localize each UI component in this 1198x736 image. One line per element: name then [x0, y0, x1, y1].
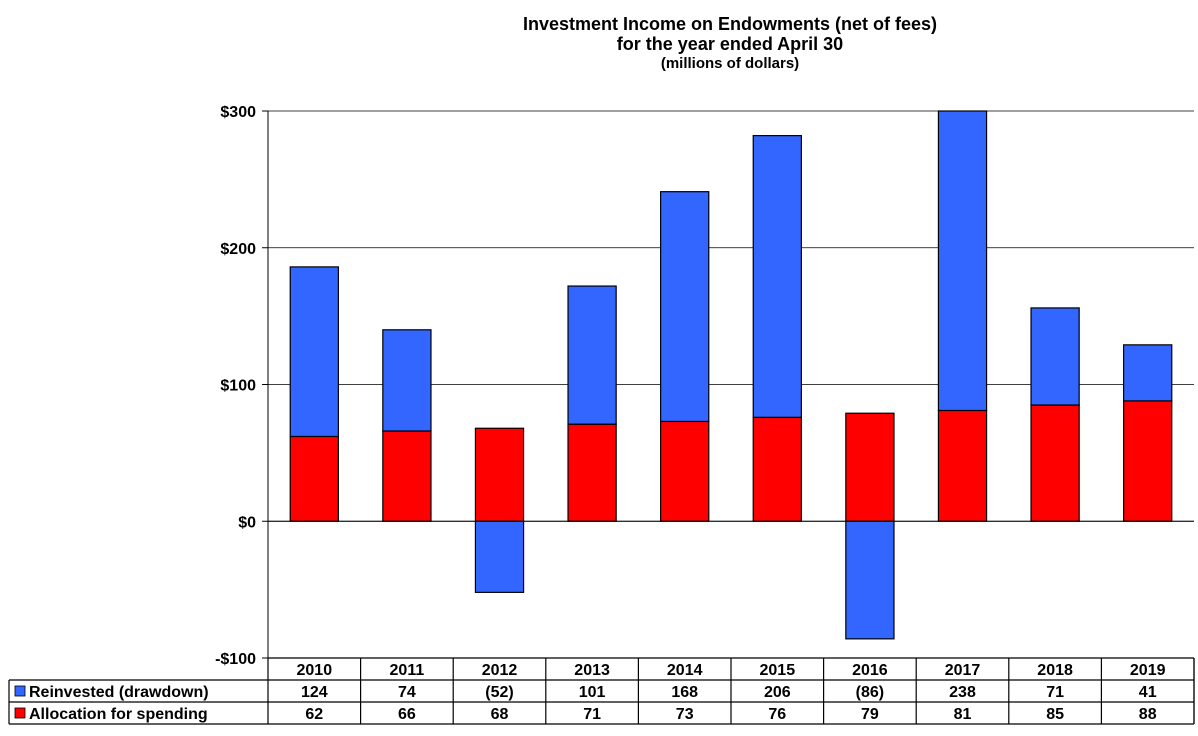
x-category-label: 2014	[667, 662, 703, 679]
data-table-value: 66	[398, 706, 416, 723]
data-table-value: 238	[949, 684, 976, 701]
chart-units-note: (millions of dollars)	[660, 55, 800, 72]
data-table-value: 124	[301, 684, 328, 701]
y-tick-label: $200	[220, 241, 256, 258]
data-table-value: 73	[676, 706, 694, 723]
bar-reinvested	[752, 135, 802, 418]
y-tick-label: $0	[238, 514, 256, 531]
bar-reinvested	[937, 110, 988, 412]
data-table-value: 41	[1139, 684, 1157, 701]
chart-subtitle: for the year ended April 30	[616, 34, 844, 54]
data-table-value: 88	[1139, 706, 1157, 723]
x-category-label: 2010	[297, 662, 333, 679]
bar-allocation	[567, 423, 617, 522]
data-table-value: 62	[305, 706, 323, 723]
legend-swatch-reinvested	[14, 685, 26, 697]
data-table-value: 85	[1046, 706, 1064, 723]
y-tick-label: -$100	[215, 651, 256, 668]
bar-reinvested	[289, 266, 339, 438]
y-tick-label: $300	[220, 104, 256, 121]
data-table-value: 74	[398, 684, 416, 701]
bar-allocation	[289, 435, 339, 522]
bar-allocation	[752, 416, 802, 522]
data-table-value: 206	[764, 684, 791, 701]
bar-allocation	[660, 420, 710, 522]
data-table-value: (86)	[856, 684, 884, 701]
x-category-label: 2011	[390, 662, 425, 679]
chart-title-block: Investment Income on Endowments (net of …	[260, 14, 1198, 74]
data-table-value: 81	[954, 706, 972, 723]
data-table-value: 101	[579, 684, 606, 701]
bar-reinvested	[474, 520, 525, 593]
bar-reinvested	[382, 329, 432, 432]
legend-swatch-allocation	[14, 707, 26, 719]
data-table-value: 71	[583, 706, 601, 723]
data-table-value: (52)	[485, 684, 513, 701]
x-category-label: 2013	[574, 662, 610, 679]
data-table-value: 79	[861, 706, 879, 723]
legend-label-allocation: Allocation for spending	[29, 706, 208, 723]
data-table-value: 76	[768, 706, 786, 723]
chart-title: Investment Income on Endowments (net of …	[522, 14, 938, 34]
y-tick-label: $100	[220, 378, 256, 395]
bar-allocation	[382, 430, 432, 522]
bar-allocation	[845, 412, 895, 522]
data-table-value: 168	[671, 684, 698, 701]
x-category-label: 2018	[1037, 662, 1073, 679]
bar-reinvested	[660, 191, 710, 423]
bar-reinvested	[845, 520, 895, 640]
x-category-label: 2017	[945, 662, 981, 679]
data-table-value: 68	[491, 706, 509, 723]
bar-reinvested	[1123, 344, 1173, 402]
bar-allocation	[1123, 400, 1173, 522]
legend-label-reinvested: Reinvested (drawdown)	[29, 684, 209, 701]
bar-allocation	[474, 427, 525, 522]
x-category-label: 2012	[482, 662, 518, 679]
bar-allocation	[937, 409, 988, 522]
bar-reinvested	[1030, 307, 1080, 406]
data-table-value: 71	[1046, 684, 1064, 701]
bar-reinvested	[567, 285, 617, 425]
x-category-label: 2015	[760, 662, 796, 679]
x-category-label: 2019	[1130, 662, 1166, 679]
x-category-label: 2016	[852, 662, 888, 679]
bar-allocation	[1030, 404, 1080, 522]
